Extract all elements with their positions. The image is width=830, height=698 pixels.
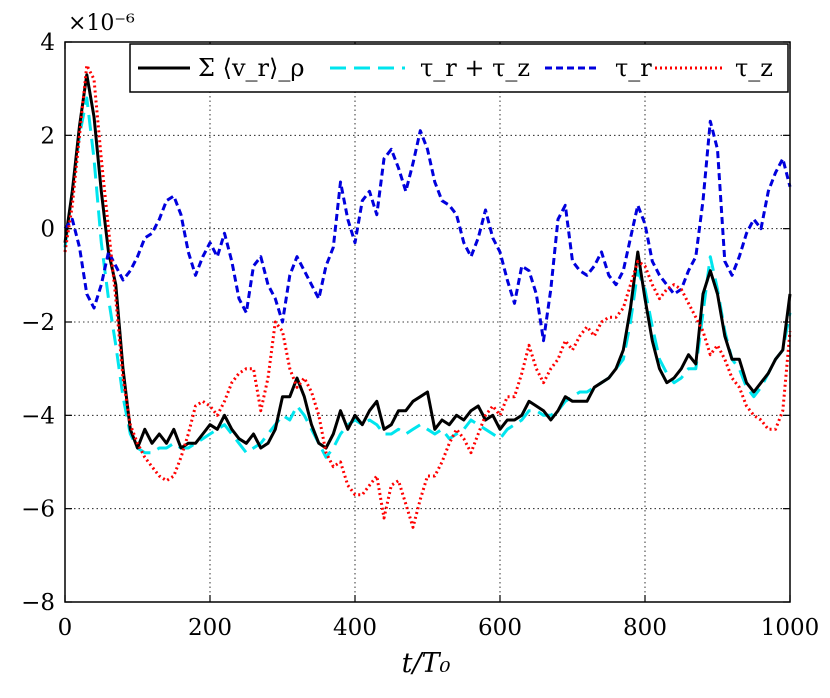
- legend: Σ ⟨v_r⟩_ρ τ_r + τ_z τ_r τ_z: [129, 43, 789, 93]
- y-multiplier-label: ×10⁻⁶: [68, 11, 135, 36]
- legend-label-0: Σ ⟨v_r⟩_ρ: [198, 54, 304, 82]
- x-tick-label: 200: [188, 615, 232, 641]
- legend-label-1: τ_r + τ_z: [420, 54, 530, 82]
- y-tick-label: 2: [40, 123, 55, 149]
- x-tick-label: 800: [623, 615, 667, 641]
- x-tick-label: 400: [333, 615, 377, 641]
- y-tick-label: 0: [40, 217, 55, 243]
- y-tick-label: −2: [21, 310, 55, 336]
- y-tick-label: −8: [21, 590, 55, 616]
- x-axis-label: t/T₀: [402, 648, 451, 679]
- series-layer: [63, 63, 792, 529]
- legend-label-3: τ_z: [735, 54, 773, 82]
- series-line-1: [63, 96, 792, 459]
- grid-lines: [65, 42, 790, 602]
- series-line-3: [63, 63, 792, 529]
- legend-label-2: τ_r: [615, 54, 652, 82]
- axis-ticks: 0 200 400 600 800 1000 −8 −6 −4 −2 0 2 4: [21, 30, 819, 641]
- y-tick-label: −4: [21, 403, 55, 429]
- y-tick-label: 4: [40, 30, 55, 56]
- y-tick-label: −6: [21, 497, 55, 523]
- x-tick-label: 600: [478, 615, 522, 641]
- x-tick-label: 0: [58, 615, 73, 641]
- x-tick-label: 1000: [761, 615, 820, 641]
- legend-box: [129, 43, 789, 93]
